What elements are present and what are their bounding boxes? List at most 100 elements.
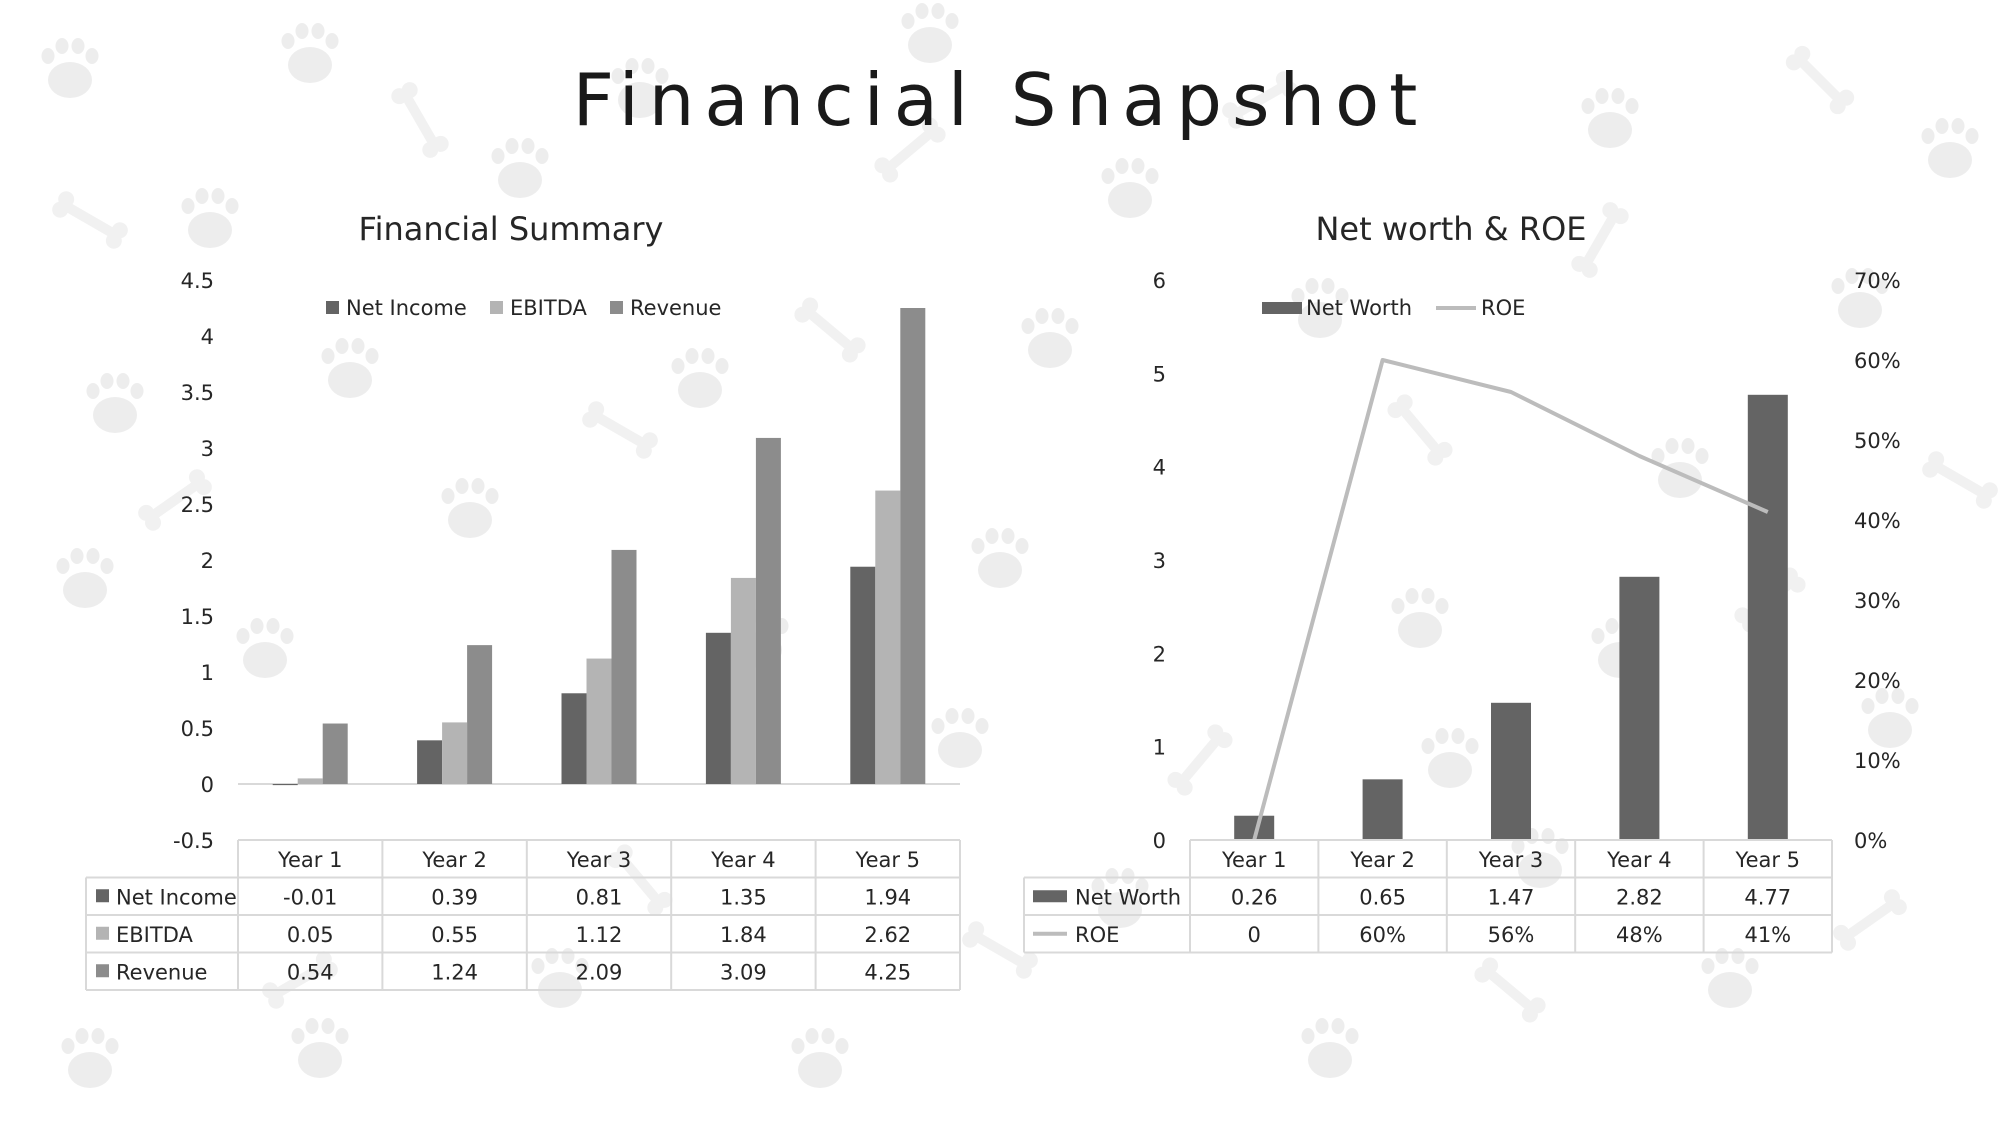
bone-knob	[268, 992, 285, 1009]
bone-knob	[1228, 112, 1245, 129]
bone-knob	[1216, 732, 1233, 749]
legend-label: EBITDA	[510, 296, 587, 320]
paw-toe	[1845, 268, 1859, 284]
paw-pad	[1838, 292, 1882, 328]
bone-shaft	[1582, 212, 1618, 268]
bone-knob	[1581, 261, 1598, 278]
paw-pad	[498, 162, 542, 198]
paw-toe	[1875, 278, 1889, 294]
paw-print-icon	[971, 528, 1029, 588]
paw-toe	[1421, 588, 1435, 604]
y-tick-label: 5	[1153, 362, 1166, 386]
paw-toe	[100, 373, 114, 389]
bone-knob	[582, 411, 599, 428]
bar-net-worth	[1747, 394, 1788, 840]
table-cell: 48%	[1616, 923, 1663, 947]
paw-toe	[471, 478, 485, 494]
paw-print-icon	[1391, 588, 1449, 648]
paw-toe	[181, 198, 195, 214]
bar-net-worth	[1491, 702, 1531, 840]
paw-toe	[250, 618, 264, 634]
y-tick-label: 4	[1153, 456, 1166, 480]
paw-toe	[86, 548, 100, 564]
paw-toe	[305, 1018, 319, 1034]
paw-toe	[335, 338, 349, 354]
paw-toe	[280, 628, 294, 644]
table-cell: 0.81	[576, 885, 623, 909]
paw-print-icon	[1301, 1018, 1359, 1078]
paw-toe	[1581, 98, 1595, 114]
paw-toe	[195, 188, 209, 204]
paw-toe	[1331, 1018, 1345, 1034]
paw-toe	[1145, 168, 1159, 184]
paw-print-icon	[1021, 308, 1079, 368]
paw-toe	[85, 48, 99, 64]
y-tick-label: 4	[201, 325, 214, 349]
paw-print-icon	[931, 708, 989, 768]
table-cell: 2.09	[576, 960, 623, 984]
bar-ebitda	[586, 658, 612, 784]
paw-toe	[130, 383, 144, 399]
paw-pad	[298, 1042, 342, 1078]
bone-icon	[962, 921, 1038, 979]
legend-key	[610, 301, 623, 314]
paw-toe	[505, 138, 519, 154]
paw-toe	[961, 708, 975, 724]
paw-print-icon	[1291, 278, 1349, 338]
paw-print-icon	[61, 1028, 119, 1088]
paw-toe	[441, 488, 455, 504]
paw-toe	[655, 68, 669, 84]
table-cell: 0	[1248, 923, 1261, 947]
bone-knob	[635, 442, 652, 459]
bone-knob	[841, 346, 858, 363]
paw-print-icon	[56, 548, 114, 608]
bone-knob	[1785, 54, 1802, 71]
table-legend-key	[96, 889, 109, 903]
paw-toe	[971, 538, 985, 554]
paw-toe	[266, 618, 280, 634]
paw-toe	[1301, 1028, 1315, 1044]
paw-toe	[291, 1028, 305, 1044]
bar-net-income	[850, 566, 876, 784]
paw-toe	[1021, 318, 1035, 334]
table-series-label: EBITDA	[116, 923, 193, 947]
paw-toe	[1065, 318, 1079, 334]
paw-toe	[325, 33, 339, 49]
bar-net-income	[272, 784, 298, 786]
paw-toe	[71, 38, 85, 54]
paw-pad	[63, 572, 107, 608]
paw-print-icon	[901, 3, 959, 63]
bone-shaft	[402, 92, 438, 148]
paw-toe	[1345, 1028, 1359, 1044]
paw-toe	[455, 478, 469, 494]
table-cell: 4.77	[1744, 885, 1791, 909]
paw-print-icon	[236, 618, 294, 678]
paw-toe	[641, 58, 655, 74]
y-tick-label: 1	[201, 661, 214, 685]
paw-toe	[86, 383, 100, 399]
table-category-label: Year 2	[421, 848, 487, 872]
paw-toe	[685, 348, 699, 364]
y-tick-label: 4.5	[181, 269, 214, 293]
bone-knob	[1789, 576, 1806, 593]
paw-toe	[901, 13, 915, 29]
bone-icon	[1785, 45, 1855, 115]
table-category-label: Year 3	[1478, 848, 1544, 872]
bone-knob	[929, 126, 946, 143]
bar-net-worth	[1619, 576, 1660, 840]
paw-toe	[985, 528, 999, 544]
y2-tick-label: 60%	[1854, 349, 1901, 373]
paw-toe	[805, 1028, 819, 1044]
bone-shaft	[885, 128, 935, 172]
bone-shaft	[272, 962, 328, 998]
paw-pad	[448, 502, 492, 538]
paw-print-icon	[1861, 688, 1919, 748]
bone-icon	[1571, 202, 1629, 278]
paw-toe	[100, 558, 114, 574]
paw-toe	[1861, 268, 1875, 284]
bone-icon	[1222, 71, 1298, 129]
paw-toe	[1421, 738, 1435, 754]
bone-shaft	[1232, 82, 1288, 118]
